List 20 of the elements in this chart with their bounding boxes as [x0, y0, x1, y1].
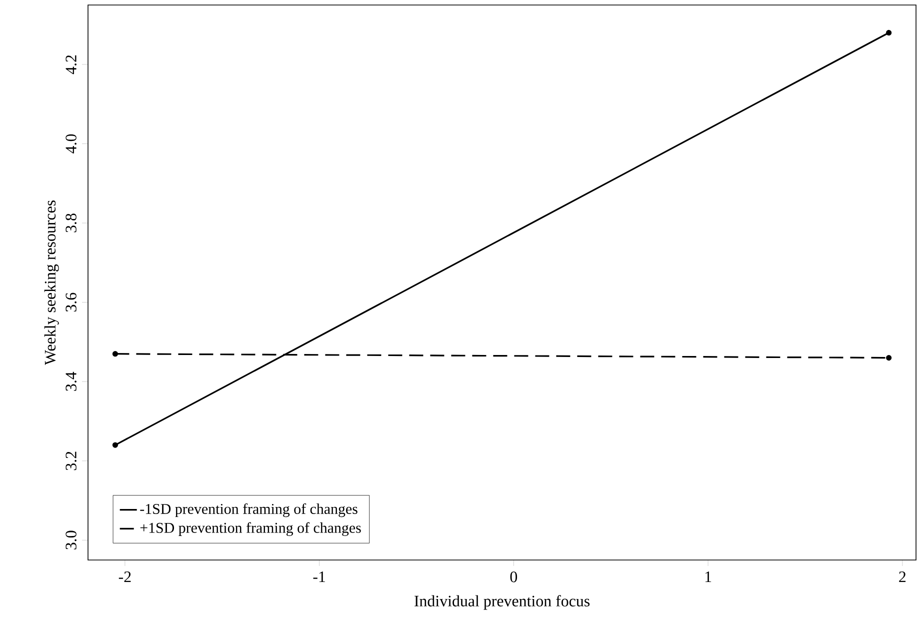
y-tick-label: 4.2 — [66, 55, 76, 74]
x-tick-label: -1 — [313, 572, 325, 582]
legend-label: -1SD prevention framing of changes — [140, 503, 358, 518]
x-tick-label: 2 — [899, 572, 906, 582]
y-tick-label: 4.0 — [66, 134, 76, 154]
x-tick-label: 1 — [705, 572, 712, 582]
y-tick-label: 3.4 — [66, 372, 76, 391]
y-tick-label: 3.0 — [66, 530, 76, 550]
point — [886, 30, 892, 36]
y-tick-label: 3.6 — [66, 292, 76, 312]
x-tick-label: -2 — [118, 572, 131, 582]
y-tick-label: 3.8 — [66, 214, 76, 232]
point — [886, 355, 892, 361]
y-tick-label: 3.2 — [66, 452, 76, 470]
point — [112, 442, 118, 448]
point — [112, 351, 118, 357]
x-tick-label: 0 — [510, 572, 518, 582]
y-axis-title: Weekly seeking resources — [44, 200, 59, 366]
x-axis-title: Individual prevention focus — [414, 595, 590, 610]
legend-label: +1SD prevention framing of changes — [140, 522, 361, 536]
